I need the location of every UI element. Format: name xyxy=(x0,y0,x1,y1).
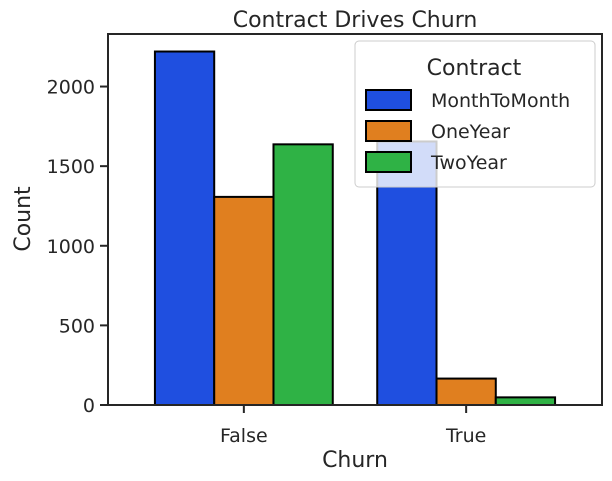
legend-swatch-MonthToMonth xyxy=(365,89,412,111)
bar-OneYear-True xyxy=(435,377,497,407)
x-tick-label: False xyxy=(220,425,268,447)
legend-swatch-TwoYear xyxy=(365,151,412,173)
legend-box xyxy=(354,40,596,188)
legend-label-MonthToMonth: MonthToMonth xyxy=(431,90,570,112)
bar-MonthToMonth-False xyxy=(153,50,216,407)
legend-items: MonthToMonth OneYear TwoYear xyxy=(365,89,570,174)
y-tick-label: 500 xyxy=(59,315,95,337)
bar-OneYear-False xyxy=(213,195,275,406)
x-axis-ticks: False True xyxy=(220,405,486,447)
y-axis-ticks: 0 500 1000 1500 2000 xyxy=(47,77,108,417)
bars-layer xyxy=(153,50,557,407)
bar-TwoYear-True xyxy=(494,396,557,406)
y-tick-label: 1000 xyxy=(47,236,95,258)
legend-label-TwoYear: TwoYear xyxy=(430,152,507,174)
legend-label-OneYear: OneYear xyxy=(431,121,510,143)
legend: Contract MonthToMonth OneYear TwoYear xyxy=(354,40,596,188)
bar-TwoYear-False xyxy=(272,143,334,406)
legend-swatch-OneYear xyxy=(365,120,412,142)
y-tick-label: 2000 xyxy=(47,77,95,99)
y-tick-label: 1500 xyxy=(47,156,95,178)
chart-title: Contract Drives Churn xyxy=(233,8,478,33)
plot-frame xyxy=(107,33,603,406)
y-tick-label: 0 xyxy=(83,395,95,417)
x-axis-label: Churn xyxy=(322,448,388,473)
legend-title: Contract xyxy=(427,56,522,81)
y-axis-label: Count xyxy=(11,186,36,252)
x-tick-label: True xyxy=(445,425,486,447)
